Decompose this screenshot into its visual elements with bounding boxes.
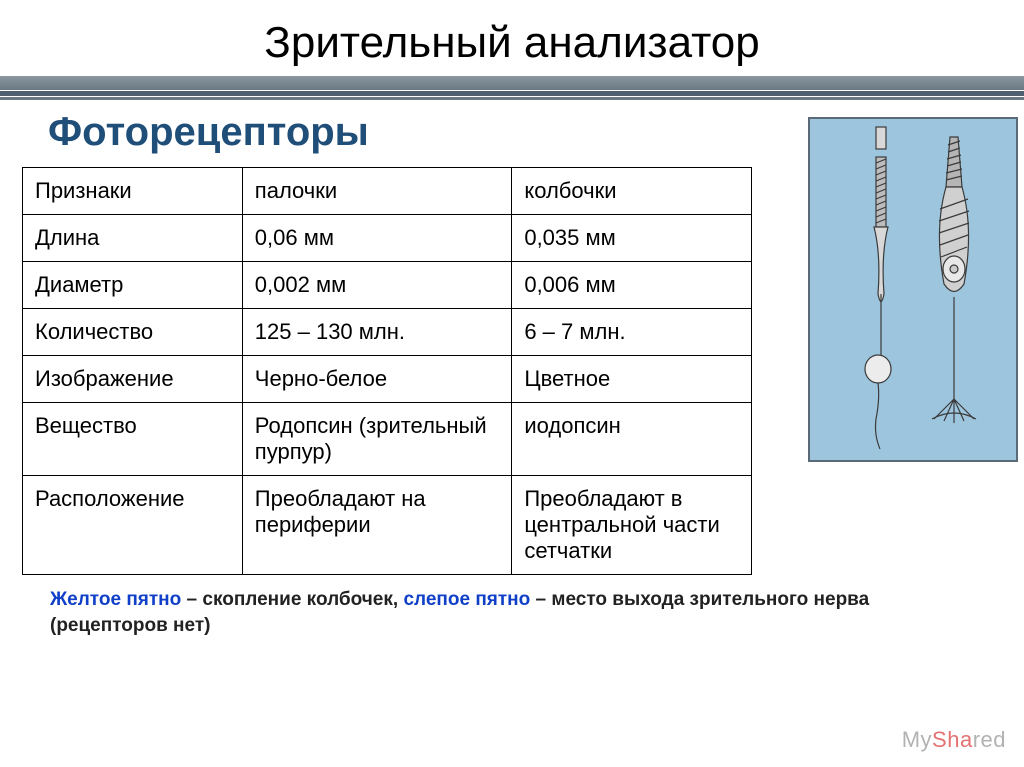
cell: Количество — [23, 309, 243, 356]
cell: 6 – 7 млн. — [512, 309, 752, 356]
cell: Родопсин (зрительный пурпур) — [242, 403, 512, 476]
watermark-text: Sha — [932, 727, 973, 752]
cell: 0,06 мм — [242, 215, 512, 262]
table-row: Вещество Родопсин (зрительный пурпур) ио… — [23, 403, 752, 476]
comparison-table: Признаки палочки колбочки Длина 0,06 мм … — [22, 167, 752, 575]
cell: 0,002 мм — [242, 262, 512, 309]
photoreceptor-diagram — [808, 117, 1018, 462]
cell: Преобладают на периферии — [242, 476, 512, 575]
cell: Вещество — [23, 403, 243, 476]
cell: 0,035 мм — [512, 215, 752, 262]
emphasis-yellow-spot: Желтое пятно — [50, 589, 181, 610]
watermark-text: red — [973, 727, 1006, 752]
page-title: Зрительный анализатор — [0, 0, 1024, 76]
content-area: Признаки палочки колбочки Длина 0,06 мм … — [0, 167, 1024, 638]
emphasis-blind-spot: слепое пятно — [403, 589, 530, 610]
watermark: MyShared — [902, 727, 1006, 753]
table-row: Количество 125 – 130 млн. 6 – 7 млн. — [23, 309, 752, 356]
cell: Длина — [23, 215, 243, 262]
cell: 125 – 130 млн. — [242, 309, 512, 356]
cell: Цветное — [512, 356, 752, 403]
cell: Изображение — [23, 356, 243, 403]
cell: Расположение — [23, 476, 243, 575]
table-row: Изображение Черно-белое Цветное — [23, 356, 752, 403]
cell: Преобладают в центральной части сетчатки — [512, 476, 752, 575]
decorative-band — [0, 76, 1024, 102]
col-header-cones: колбочки — [512, 168, 752, 215]
table-row: Диаметр 0,002 мм 0,006 мм — [23, 262, 752, 309]
table-header-row: Признаки палочки колбочки — [23, 168, 752, 215]
table-row: Расположение Преобладают на периферии Пр… — [23, 476, 752, 575]
col-header-rods: палочки — [242, 168, 512, 215]
cell: иодопсин — [512, 403, 752, 476]
watermark-text: My — [902, 727, 932, 752]
table-row: Длина 0,06 мм 0,035 мм — [23, 215, 752, 262]
col-header-feature: Признаки — [23, 168, 243, 215]
cell: 0,006 мм — [512, 262, 752, 309]
footnote-text: – скопление колбочек, — [181, 589, 403, 610]
cell: Черно-белое — [242, 356, 512, 403]
cell: Диаметр — [23, 262, 243, 309]
footnote: Желтое пятно – скопление колбочек, слепо… — [22, 575, 1002, 638]
